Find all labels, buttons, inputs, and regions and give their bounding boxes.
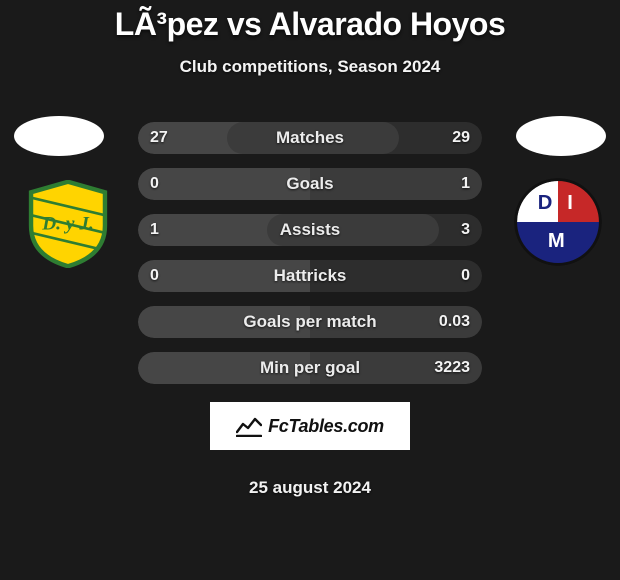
page-title: LÃ³pez vs Alvarado Hoyos [0, 0, 620, 43]
stat-label: Matches [138, 122, 482, 154]
club-crest-right: D I M [512, 176, 600, 264]
stat-value-right: 3 [461, 214, 470, 246]
stat-row: Assists1 3 [138, 214, 482, 246]
brand-logo-icon [236, 415, 262, 437]
stat-value-left: 1 [150, 214, 159, 246]
stat-value-right: 29 [452, 122, 470, 154]
player-avatar-right [516, 116, 606, 156]
club-right-text-i: I [567, 192, 573, 214]
brand-text: FcTables.com [268, 416, 384, 437]
stat-value-left: 0 [150, 260, 159, 292]
comparison-infographic: LÃ³pez vs Alvarado Hoyos Club competitio… [0, 0, 620, 580]
player-avatar-left [14, 116, 104, 156]
club-left-text: D. y J. [41, 213, 94, 234]
stat-label: Min per goal [138, 352, 482, 384]
stat-row: Matches27 29 [138, 122, 482, 154]
stat-row: Goals0 1 [138, 168, 482, 200]
club-crest-left: D. y J. [24, 180, 112, 268]
stat-row: Hattricks0 0 [138, 260, 482, 292]
club-right-text-m: M [548, 230, 565, 252]
stats-container: Matches2729Goals01Assists13Hattricks00Go… [138, 122, 482, 398]
stat-label: Goals [138, 168, 482, 200]
stat-label: Assists [138, 214, 482, 246]
date-label: 25 august 2024 [0, 478, 620, 498]
stat-label: Hattricks [138, 260, 482, 292]
stat-row: Min per goal3223 [138, 352, 482, 384]
stat-label: Goals per match [138, 306, 482, 338]
stat-value-right: 1 [461, 168, 470, 200]
club-right-text-d: D [538, 192, 553, 214]
stat-value-right: 0.03 [439, 306, 470, 338]
stat-row: Goals per match0.03 [138, 306, 482, 338]
stat-value-left: 27 [150, 122, 168, 154]
brand-plate: FcTables.com [210, 402, 410, 450]
stat-value-left: 0 [150, 168, 159, 200]
stat-value-right: 0 [461, 260, 470, 292]
subtitle: Club competitions, Season 2024 [0, 57, 620, 77]
stat-value-right: 3223 [434, 352, 470, 384]
